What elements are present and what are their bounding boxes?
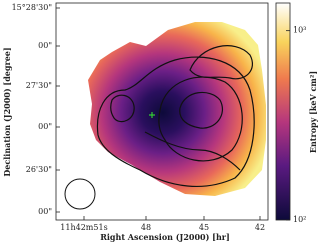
y-tick-label: 26'30" <box>26 165 52 174</box>
beam <box>64 178 96 210</box>
contours <box>96 45 255 187</box>
y-axis-label: Declination (J2000) [degree] <box>2 47 12 176</box>
x-axis-label: Right Ascension (J2000) [hr] <box>100 232 230 242</box>
colorbar-tick-label: 10² <box>293 215 306 224</box>
colorbar-label: Entropy [keV cm²] <box>308 71 318 153</box>
center-marker <box>149 112 155 118</box>
y-tick-label: 27'30" <box>26 81 52 90</box>
colorbar-tick-label: 10³ <box>293 26 306 35</box>
y-tick-label: 15°28'30" <box>12 3 52 12</box>
y-tick-label: 00" <box>38 207 52 216</box>
x-tick-label: 11h42m51s <box>60 223 107 232</box>
x-tick-label: 45 <box>199 223 209 232</box>
colorbar <box>275 2 291 221</box>
entropy-map <box>88 22 266 196</box>
y-tick-label: 00" <box>38 122 52 131</box>
x-tick-label: 48 <box>141 223 151 232</box>
y-tick-label: 00" <box>38 41 52 50</box>
x-tick-label: 42 <box>255 223 265 232</box>
